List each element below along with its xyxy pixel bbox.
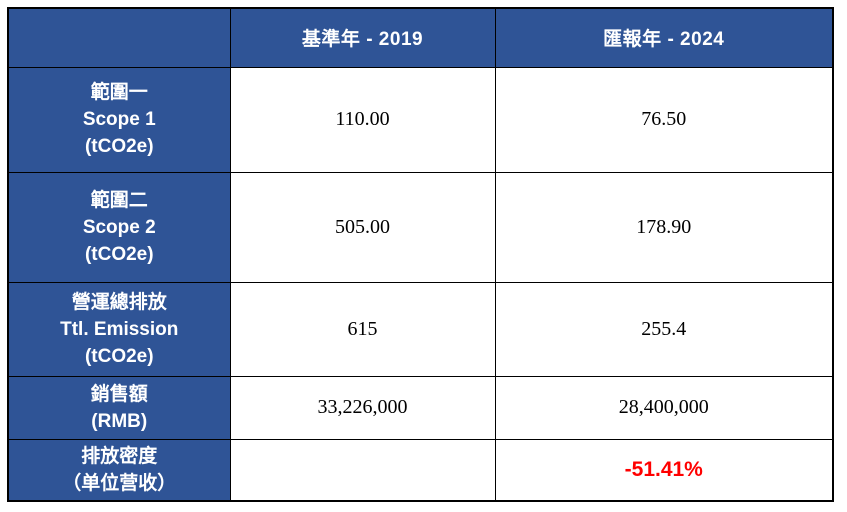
- label-line: (tCO2e): [84, 136, 154, 157]
- scope1-value-2024: 76.50: [494, 66, 834, 173]
- header-corner-cell: [7, 7, 231, 68]
- sales-value-2019: 33,226,000: [229, 375, 496, 440]
- table-row-total-emission: 營運總排放 Ttl. Emission (tCO2e) 615 255.4: [7, 281, 834, 377]
- header-report-year-2024: 匯報年 - 2024: [494, 7, 834, 68]
- table-row-scope1: 範圍一 Scope 1 (tCO2e) 110.00 76.50: [7, 66, 834, 173]
- scope2-value-2019: 505.00: [229, 171, 496, 283]
- scope2-value-2024: 178.90: [494, 171, 834, 283]
- label-line: 排放密度: [81, 445, 158, 467]
- total-emission-value-2024: 255.4: [494, 281, 834, 377]
- header-base-year-2019: 基準年 - 2019: [229, 7, 496, 68]
- table-row-scope2: 範圍二 Scope 2 (tCO2e) 505.00 178.90: [7, 171, 834, 283]
- emissions-comparison-table: 基準年 - 2019 匯報年 - 2024 範圍一 Scope 1 (tCO2e…: [7, 7, 834, 502]
- intensity-value-2019: [229, 438, 496, 502]
- label-line: 範圍一: [90, 82, 148, 103]
- label-line: （单位营收）: [62, 472, 177, 494]
- label-line: 銷售額: [90, 383, 148, 405]
- label-line: Scope 1: [82, 109, 156, 130]
- table-row-emission-intensity: 排放密度 （单位营收） -51.41%: [7, 438, 834, 502]
- row-label-emission-intensity: 排放密度 （单位营收）: [7, 438, 231, 502]
- table-row-sales: 銷售額 (RMB) 33,226,000 28,400,000: [7, 375, 834, 440]
- row-label-scope2: 範圍二 Scope 2 (tCO2e): [7, 171, 231, 283]
- intensity-change-percentage: -51.41%: [494, 438, 834, 502]
- label-line: Scope 2: [82, 216, 156, 238]
- label-line: Ttl. Emission: [60, 318, 179, 340]
- label-line: (RMB): [91, 410, 148, 432]
- label-line: (tCO2e): [84, 243, 154, 265]
- label-line: 範圍二: [90, 189, 148, 211]
- row-label-scope1: 範圍一 Scope 1 (tCO2e): [7, 66, 231, 173]
- table-header-row: 基準年 - 2019 匯報年 - 2024: [7, 7, 834, 68]
- label-line: 營運總排放: [71, 291, 167, 313]
- scope1-value-2019: 110.00: [229, 66, 496, 173]
- row-label-sales: 銷售額 (RMB): [7, 375, 231, 440]
- sales-value-2024: 28,400,000: [494, 375, 834, 440]
- total-emission-value-2019: 615: [229, 281, 496, 377]
- row-label-total-emission: 營運總排放 Ttl. Emission (tCO2e): [7, 281, 231, 377]
- label-line: (tCO2e): [84, 345, 154, 367]
